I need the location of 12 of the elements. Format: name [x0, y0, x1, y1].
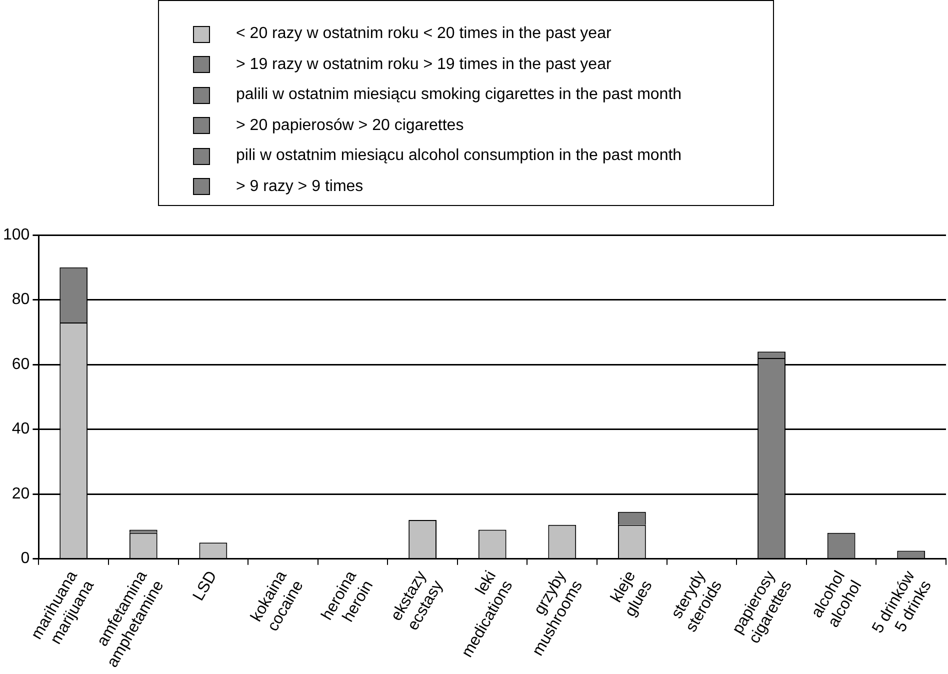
- legend-label: < 20 razy w ostatnim roku < 20 times in the past year: [236, 25, 612, 44]
- legend-label: palili w ostatnim miesiącu smoking cigarettes in the past month: [236, 86, 682, 104]
- y-tick-label: 0: [20, 550, 30, 568]
- legend-label: > 20 papierosów > 20 cigarettes: [236, 116, 464, 135]
- y-tick-label: 100: [2, 226, 30, 244]
- y-tick-label: 40: [12, 420, 30, 438]
- y-tick-label: 20: [12, 485, 30, 502]
- y-tick-label: 60: [12, 356, 30, 373]
- legend-label: > 19 razy w ostatnim roku > 19 times in the past year: [236, 56, 612, 74]
- y-tick-label: 80: [12, 291, 30, 308]
- legend-label: > 9 razy > 9 times: [236, 178, 364, 196]
- legend-label: pili w ostatnim miesiącu alcohol consumption in the past month: [236, 147, 682, 166]
